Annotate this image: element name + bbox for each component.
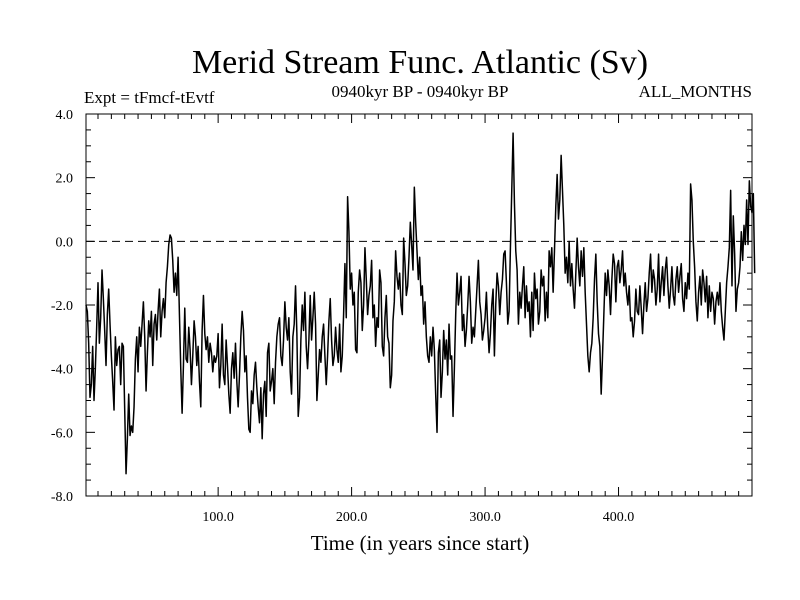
chart-subtitle-center: 0940kyr BP - 0940kyr BP [332, 82, 509, 101]
plot-frame [85, 113, 753, 497]
chart-subtitle-right: ALL_MONTHS [639, 82, 752, 101]
y-tick-label: -8.0 [51, 490, 73, 505]
data-series-line [85, 132, 756, 475]
y-tick-label: -6.0 [51, 426, 73, 441]
x-tick-label: 400.0 [603, 510, 635, 525]
minor-ticks [86, 114, 752, 496]
major-ticks [86, 113, 752, 497]
x-tick-labels: 100.0 200.0 300.0 400.0 [202, 510, 634, 525]
chart-subtitle-left: Expt = tFmcf-tEvtf [84, 88, 215, 107]
y-tick-label: -4.0 [51, 363, 73, 378]
y-tick-label: 4.0 [56, 108, 74, 123]
x-tick-label: 200.0 [336, 510, 368, 525]
chart-title: Merid Stream Func. Atlantic (Sv) [192, 44, 648, 81]
y-tick-label: 2.0 [56, 172, 74, 187]
x-tick-label: 100.0 [202, 510, 234, 525]
y-tick-labels: -8.0 -6.0 -4.0 -2.0 0.0 2.0 4.0 [51, 108, 73, 505]
x-axis-label: Time (in years since start) [311, 531, 530, 555]
y-tick-label: 0.0 [56, 235, 74, 250]
x-tick-label: 300.0 [469, 510, 501, 525]
y-tick-label: -2.0 [51, 299, 73, 314]
